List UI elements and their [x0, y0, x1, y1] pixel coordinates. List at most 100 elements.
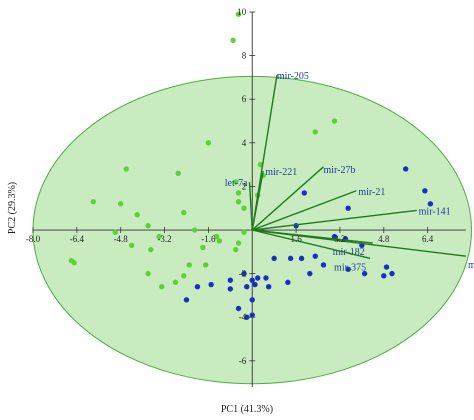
data-point-group-2: [422, 188, 428, 194]
loading-vector: [252, 229, 371, 260]
data-point-group-2: [307, 270, 313, 277]
data-point-group-2: [249, 277, 255, 283]
y-tick-label: -2: [239, 269, 247, 279]
data-point-group-2: [263, 275, 269, 281]
tick-labels: -8.0 -6.4 -4.8 -3.2 -1.6 1.6 3.2 4.8 6.4 10 8 6 4 2 -2…: [26, 7, 434, 366]
data-point-group-2: [345, 205, 351, 211]
data-point-group-1: [181, 273, 187, 279]
data-point-group-2: [227, 277, 234, 283]
data-point-group-1: [128, 242, 135, 248]
y-axis-title: PC2 (29.3%): [7, 182, 18, 234]
y-tick-label: 10: [237, 7, 247, 17]
data-point-group-2: [241, 270, 247, 277]
y-tick-label: 4: [242, 138, 247, 148]
data-point-group-2: [227, 286, 234, 292]
x-tick-label: 1.6: [290, 234, 302, 244]
data-point-group-2: [271, 255, 277, 262]
loading-vector: [251, 190, 357, 231]
y-tick-label: -6: [239, 356, 247, 366]
data-point-group-1: [148, 246, 154, 253]
x-tick-label: -6.4: [70, 234, 85, 244]
loading-label: mir-93: [468, 260, 474, 271]
data-point-group-1: [145, 222, 151, 229]
data-point-group-2: [287, 255, 294, 262]
loading-label: mir-375: [334, 262, 366, 273]
x-axis-title: PC1 (41.3%): [221, 404, 273, 415]
data-point-group-1: [186, 262, 192, 268]
data-point-group-2: [361, 270, 368, 277]
data-point-group-1: [241, 229, 247, 235]
data-point-group-1: [230, 37, 236, 44]
data-point-group-2: [301, 190, 308, 196]
x-tick-label: 6.4: [422, 234, 434, 244]
y-tick-label: 8: [242, 51, 247, 61]
data-point-group-1: [205, 140, 212, 146]
data-point-group-2: [255, 275, 261, 281]
data-point-group-1: [159, 284, 165, 290]
loading-vector: [252, 229, 467, 257]
data-point-group-1: [216, 238, 223, 244]
axes: [32, 11, 466, 387]
y-tick-label: -4: [239, 312, 247, 322]
data-point-group-1: [117, 201, 124, 207]
data-point-group-2: [427, 201, 434, 207]
data-point-group-2: [249, 297, 255, 303]
data-point-group-1: [235, 190, 242, 196]
y-tick-label: 2: [242, 181, 247, 191]
data-point-group-1: [112, 229, 118, 235]
data-point-group-2: [381, 273, 387, 279]
loading-label: mir-221: [265, 167, 297, 178]
data-point-group-1: [156, 233, 162, 240]
data-point-group-1: [200, 244, 206, 251]
data-point-group-1: [90, 198, 96, 205]
x-tick-label: 3.2: [334, 234, 345, 244]
data-point-group-1: [191, 227, 198, 233]
data-point-group-1: [241, 205, 247, 211]
loading-label: mir-141: [419, 206, 451, 217]
x-tick-label: -3.2: [157, 234, 171, 244]
loading-vector: [251, 166, 324, 231]
data-point-group-2: [312, 253, 318, 259]
data-point-group-1: [145, 270, 151, 277]
loading-label: mir-27b: [323, 165, 355, 176]
data-point-group-2: [244, 314, 250, 320]
loading-vector: [252, 209, 417, 231]
loading-label: mir-21: [358, 187, 385, 198]
data-point-group-1: [235, 240, 242, 246]
data-point-group-2: [265, 284, 272, 290]
data-point-group-1: [172, 279, 179, 286]
data-point-group-2: [194, 284, 201, 290]
data-point-group-2: [208, 281, 214, 288]
data-point-group-1: [312, 129, 318, 135]
data-point-group-1: [123, 166, 129, 172]
x-tick-label: 4.8: [378, 234, 390, 244]
data-point-group-2: [320, 262, 327, 268]
data-point-group-1: [331, 118, 338, 124]
data-point-group-1: [202, 262, 209, 268]
data-point-group-1: [134, 212, 140, 218]
loading-vector: [251, 171, 264, 231]
data-point-group-2: [383, 264, 390, 270]
data-point-group-2: [244, 284, 250, 290]
x-tick-label: -1.6: [201, 234, 216, 244]
data-point-group-2: [285, 279, 291, 286]
data-point-group-2: [298, 255, 305, 262]
data-point-group-1: [68, 257, 75, 264]
data-point-group-1: [235, 198, 242, 205]
data-point-group-2: [252, 281, 258, 288]
data-point-group-2: [403, 166, 409, 172]
data-point-group-1: [181, 209, 187, 216]
data-point-group-2: [249, 312, 255, 318]
data-point-group-2: [235, 305, 242, 312]
data-point-group-1: [213, 233, 220, 240]
data-point-group-2: [389, 270, 395, 277]
x-tick-label: -8.0: [26, 234, 41, 244]
data-point-group-2: [345, 266, 351, 272]
x-tick-label: -4.8: [114, 234, 129, 244]
data-point-group-1: [233, 246, 239, 253]
data-point-group-1: [233, 179, 239, 185]
data-points: [68, 11, 434, 320]
data-point-group-2: [183, 297, 190, 303]
loading-label: mir-205: [277, 71, 309, 82]
